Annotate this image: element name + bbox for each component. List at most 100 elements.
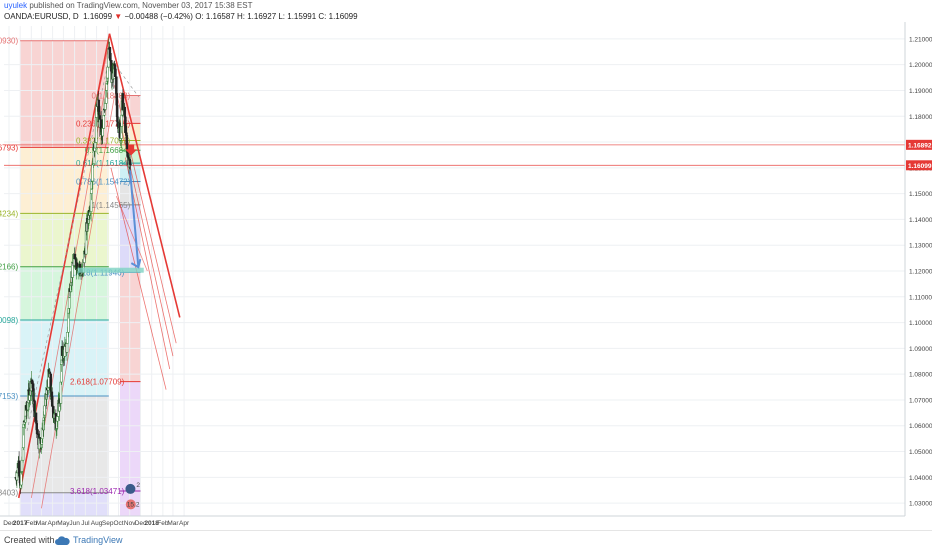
y-axis-panel	[905, 22, 932, 530]
x-tick-label: 2017	[13, 520, 28, 527]
candle-body	[128, 160, 132, 165]
x-tick-label: Sep	[102, 520, 114, 527]
candle-body	[67, 312, 70, 333]
calendar-event-label: 15.2	[127, 501, 140, 508]
y-tick-label: 1.04000	[909, 475, 932, 482]
price-tag	[906, 160, 932, 171]
candle-body	[124, 117, 127, 134]
y-tick-label: 1.09000	[909, 346, 932, 353]
candle	[114, 67, 117, 79]
candle-body	[21, 447, 25, 461]
candle-body	[56, 416, 59, 422]
fib1-level-label: 0(1.20930)	[0, 37, 18, 46]
fib2-zone	[119, 381, 141, 491]
candle-body	[47, 386, 50, 391]
y-tick-label: 1.19000	[909, 88, 932, 95]
tradingview-link[interactable]: TradingView	[73, 535, 123, 545]
candle-body	[88, 212, 91, 216]
downtrend-parallel	[115, 196, 148, 272]
candle-body	[87, 219, 90, 224]
y-tick-label: 1.08000	[909, 372, 932, 379]
y-tick-label: 1.12000	[909, 269, 932, 276]
fib2-level-label: 0(1.18803)	[92, 92, 131, 101]
x-tick-label: Mar	[36, 520, 48, 527]
candle-body	[93, 147, 97, 152]
candle-body	[108, 58, 112, 61]
candle-body	[40, 443, 43, 448]
candle-body	[30, 379, 34, 384]
candle-body	[31, 383, 35, 389]
x-tick-label: 2018	[144, 520, 159, 527]
candle-body	[43, 405, 46, 416]
cloud-icon	[54, 534, 70, 552]
candle-body	[106, 77, 109, 82]
calendar-event-icon[interactable]	[125, 499, 136, 510]
y-tick-label: 1.05000	[909, 449, 932, 456]
candle-body	[125, 135, 129, 145]
fib2-level-label: 1(1.14565)	[92, 201, 131, 210]
created-with-label: Created with	[4, 535, 55, 545]
x-axis-panel	[0, 516, 932, 530]
price-chart[interactable]: 0(1.20930) 0.236(1.16793) 0.382(1.14234) 0.…	[0, 22, 932, 530]
fib2-level-label: 3.618(1.03471)	[70, 487, 125, 496]
candles	[14, 38, 132, 494]
last-price: 1.16099	[83, 12, 113, 21]
candle-body	[59, 381, 63, 404]
y-tick-label: 1.20000	[909, 62, 932, 69]
price-tag-label: 1.16892	[908, 142, 932, 149]
price-tag-label: 1.16099	[908, 163, 932, 170]
forecast-arrow	[129, 170, 140, 268]
candle-body	[90, 181, 94, 190]
candle-body	[73, 253, 77, 259]
x-tick-label: Jul	[81, 520, 90, 527]
candle-body	[120, 114, 124, 127]
sell-signal-icon	[125, 144, 138, 156]
candle-body	[65, 343, 69, 353]
candle-body	[105, 90, 108, 104]
candle-body	[35, 423, 38, 431]
candle-body	[94, 117, 98, 143]
candle-body	[26, 402, 30, 411]
footer: Created with TradingView	[0, 530, 932, 550]
candle-body	[35, 429, 39, 435]
x-tick-label: Dec	[135, 520, 147, 527]
candle-body	[115, 76, 118, 94]
candle-body	[103, 103, 107, 110]
fib1-level-label: 0.618(1.10098)	[0, 316, 19, 325]
candle-body	[91, 164, 94, 182]
candle-body	[40, 438, 44, 445]
candle-body	[35, 420, 38, 424]
fib1-zone	[20, 40, 109, 148]
candle-body	[113, 65, 117, 70]
uptrend-parallel	[41, 95, 115, 509]
fib2-zone	[119, 272, 141, 382]
fib2-level-label: 0.786(1.15472)	[76, 177, 131, 186]
candle-body	[55, 420, 59, 429]
y-axis: 1.210001.200001.190001.180001.170001.160…	[904, 22, 932, 530]
fib2-level-label: 2.618(1.07709)	[70, 378, 125, 387]
publish-info: published on TradingView.com, November 0…	[29, 1, 253, 10]
y-tick-label: 1.13000	[909, 243, 932, 250]
fib1-level-label: 0.382(1.14234)	[0, 209, 19, 218]
author-link[interactable]: uyulek	[4, 1, 28, 10]
fib1-level-label: 0.5(1.12166)	[0, 263, 18, 272]
x-tick-label: Feb	[157, 520, 169, 527]
event-badge-icon[interactable]	[125, 483, 136, 494]
fib1-level-label: 1(1.03403)	[0, 489, 18, 498]
annotations: 215.2	[77, 144, 144, 510]
candle-body	[22, 427, 25, 448]
x-tick-label: Mar	[167, 520, 179, 527]
fib2-level-label: 0.382(1.17059)	[76, 137, 131, 146]
candle-body	[115, 93, 118, 106]
candle-body	[43, 414, 46, 419]
y-tick-label: 1.18000	[909, 114, 932, 121]
candle-body	[17, 460, 21, 474]
candle-body	[115, 104, 119, 117]
y-tick-label: 1.11000	[909, 294, 932, 301]
fib1-level-label: 0.236(1.16793)	[0, 143, 19, 152]
x-tick-label: Apr	[48, 520, 59, 527]
candle-body	[120, 126, 123, 139]
event-badge-count: 2	[136, 482, 140, 489]
candle-body	[59, 364, 63, 383]
